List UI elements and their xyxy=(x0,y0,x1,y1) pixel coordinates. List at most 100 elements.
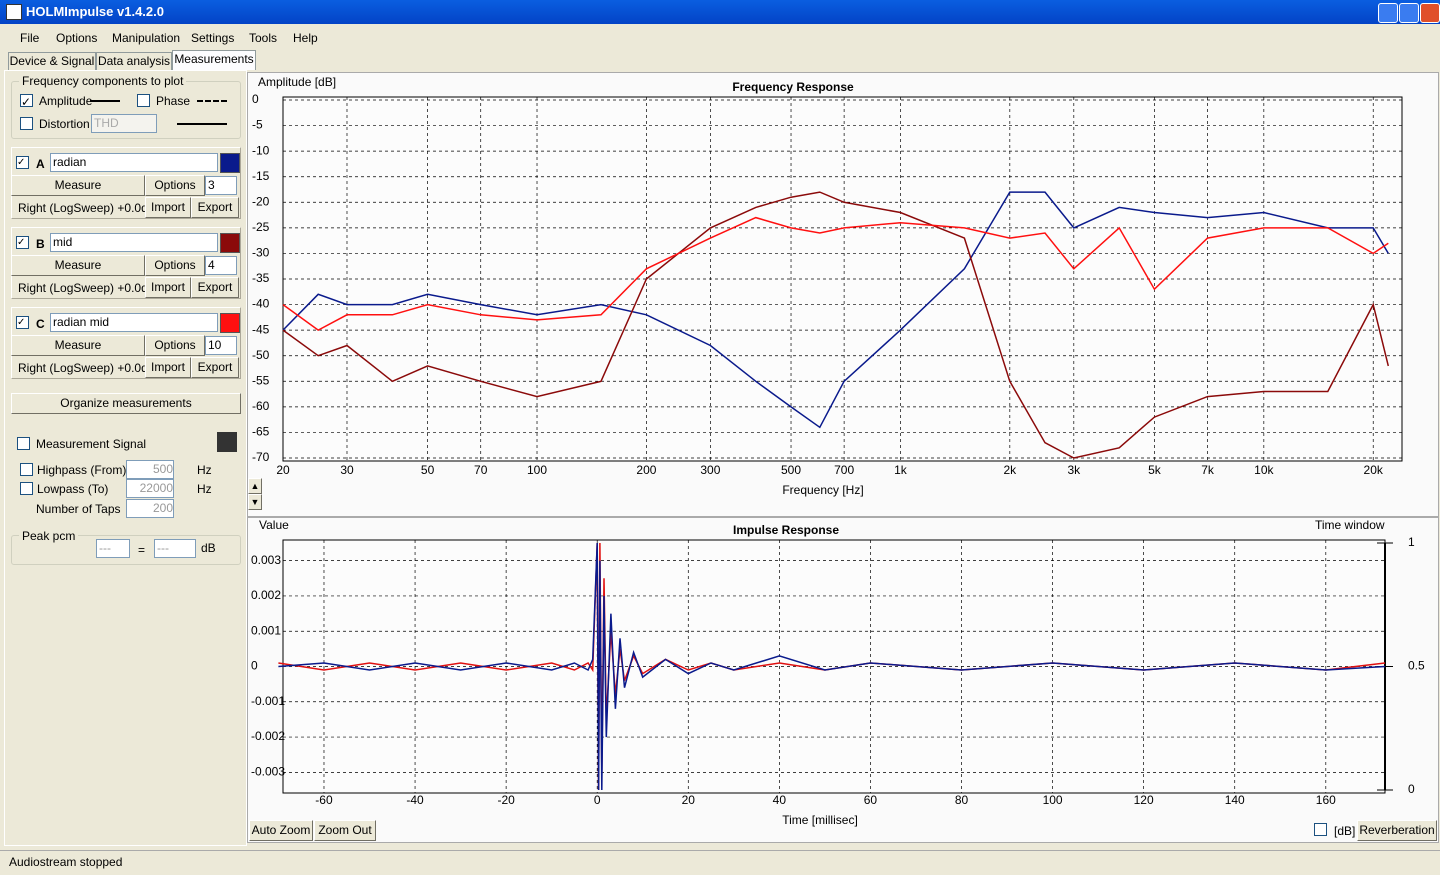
x-tick-label: -60 xyxy=(315,793,333,807)
options-button[interactable]: Options xyxy=(145,175,205,196)
scroll-down[interactable]: ▼ xyxy=(248,494,262,510)
y-tick-label: 0.002 xyxy=(251,588,281,602)
tab[interactable]: Device & Signal xyxy=(8,52,96,70)
checkbox[interactable] xyxy=(20,463,33,476)
import-button[interactable]: Import xyxy=(145,357,191,378)
export-button[interactable]: Export xyxy=(191,357,239,378)
checkbox[interactable] xyxy=(20,117,33,130)
maximize[interactable] xyxy=(1399,3,1419,23)
menu-item[interactable]: Options xyxy=(56,31,98,45)
measure-button[interactable]: Measure xyxy=(11,255,145,276)
count-input[interactable]: 10 xyxy=(205,336,237,355)
input: --- xyxy=(154,539,196,558)
menu-bar: File Options Manipulation Settings Tools Help xyxy=(0,26,1440,48)
scroll-up[interactable]: ▲ xyxy=(248,478,262,494)
x-tick-label: 20 xyxy=(276,463,290,477)
x-tick-label: 100 xyxy=(527,463,547,477)
y-tick-label: -10 xyxy=(252,143,270,157)
export-button[interactable]: Export xyxy=(191,277,239,298)
menu-item[interactable]: File xyxy=(20,31,40,45)
x-tick-label: 120 xyxy=(1134,793,1154,807)
measurement-name[interactable]: mid xyxy=(50,233,218,252)
color-swatch[interactable] xyxy=(220,313,240,333)
zoom-out-button[interactable]: Zoom Out xyxy=(314,820,376,841)
checkbox[interactable]: ✓ xyxy=(16,236,29,249)
options-button[interactable]: Options xyxy=(145,255,205,276)
color-swatch[interactable] xyxy=(220,233,240,253)
y-axis-label: Amplitude [dB] xyxy=(258,75,336,89)
measure-button[interactable]: Measure xyxy=(11,175,145,196)
reverberation-button[interactable]: Reverberation xyxy=(1357,820,1437,841)
x-tick-label: 80 xyxy=(955,793,969,807)
organize-button[interactable]: Organize measurements xyxy=(11,393,241,414)
y2-axis-label: Time window xyxy=(1315,518,1385,532)
minimize[interactable] xyxy=(1378,3,1398,23)
x-tick-label: 7k xyxy=(1201,463,1215,477)
menu-item[interactable]: Help xyxy=(293,31,318,45)
checkbox[interactable] xyxy=(1314,823,1327,836)
app-icon xyxy=(6,4,22,20)
y-tick-label: -15 xyxy=(252,169,270,183)
y-tick-label: 0.001 xyxy=(251,623,281,637)
measure-button[interactable]: Measure xyxy=(11,335,145,356)
label: Number of Taps xyxy=(36,502,121,516)
checkbox[interactable] xyxy=(137,94,150,107)
count-input[interactable]: 4 xyxy=(205,256,237,275)
input[interactable]: 500 xyxy=(126,460,174,479)
label: Lowpass (To) xyxy=(37,482,109,496)
menu-item[interactable]: Manipulation xyxy=(112,31,181,45)
y-tick-label: -20 xyxy=(252,194,270,208)
input[interactable]: 22000 xyxy=(126,479,174,498)
import-button[interactable]: Import xyxy=(145,277,191,298)
label: Measurement Signal xyxy=(36,437,147,451)
x-tick-label: -20 xyxy=(497,793,515,807)
checkbox[interactable]: ✓ xyxy=(16,156,29,169)
tab[interactable]: Measurements xyxy=(172,50,256,70)
checkbox[interactable]: ✓ xyxy=(16,316,29,329)
x-tick-label: 20k xyxy=(1364,463,1384,477)
label: Distortion xyxy=(39,117,90,131)
x-tick-label: 1k xyxy=(894,463,908,477)
measurement-name[interactable]: radian mid xyxy=(50,313,218,332)
y-tick-label: -0.003 xyxy=(251,765,285,779)
color-swatch[interactable] xyxy=(220,153,240,173)
import-button[interactable]: Import xyxy=(145,197,191,218)
checkbox[interactable]: ✓ xyxy=(20,94,33,109)
menu-item[interactable]: Tools xyxy=(249,31,278,45)
y-tick-label: -30 xyxy=(252,246,270,260)
checkbox[interactable] xyxy=(17,437,30,450)
y2-tick-label: 0.5 xyxy=(1408,659,1425,673)
auto-zoom-button[interactable]: Auto Zoom xyxy=(249,820,313,841)
label: Highpass (From) xyxy=(37,463,127,477)
measurement-letter: C xyxy=(36,317,45,331)
y-tick-label: -65 xyxy=(252,425,270,439)
count-input[interactable]: 3 xyxy=(205,176,237,195)
measurement-name[interactable]: radian xyxy=(50,153,218,172)
left-panel: Frequency components to plot ✓ Amplitude… xyxy=(4,70,247,846)
tab[interactable]: Data analysis xyxy=(96,52,172,70)
y-tick-label: -70 xyxy=(252,450,270,464)
menu-item[interactable]: Settings xyxy=(191,31,235,45)
series-line xyxy=(282,216,1389,331)
y-tick-label: -45 xyxy=(252,322,270,336)
chart-title: Frequency Response xyxy=(732,80,854,94)
y-tick-label: 0 xyxy=(251,659,258,673)
x-tick-label: 500 xyxy=(781,463,801,477)
x-tick-label: 700 xyxy=(834,463,854,477)
status-text: Audiostream stopped xyxy=(9,855,123,869)
color-swatch[interactable] xyxy=(217,432,237,452)
group-title: Frequency components to plot xyxy=(19,74,187,88)
x-tick-label: -40 xyxy=(406,793,424,807)
y-tick-label: -0.002 xyxy=(251,729,285,743)
options-button[interactable]: Options xyxy=(145,335,205,356)
y-tick-label: -50 xyxy=(252,348,270,362)
export-button[interactable]: Export xyxy=(191,197,239,218)
status-bar: Audiostream stopped xyxy=(0,850,1440,875)
group-title: Peak pcm xyxy=(19,529,79,543)
checkbox[interactable] xyxy=(20,482,33,495)
dropdown[interactable]: THD xyxy=(91,114,157,133)
input[interactable]: 200 xyxy=(126,499,174,518)
chart-title: Impulse Response xyxy=(733,523,839,537)
y2-tick-label: 1 xyxy=(1408,535,1415,549)
